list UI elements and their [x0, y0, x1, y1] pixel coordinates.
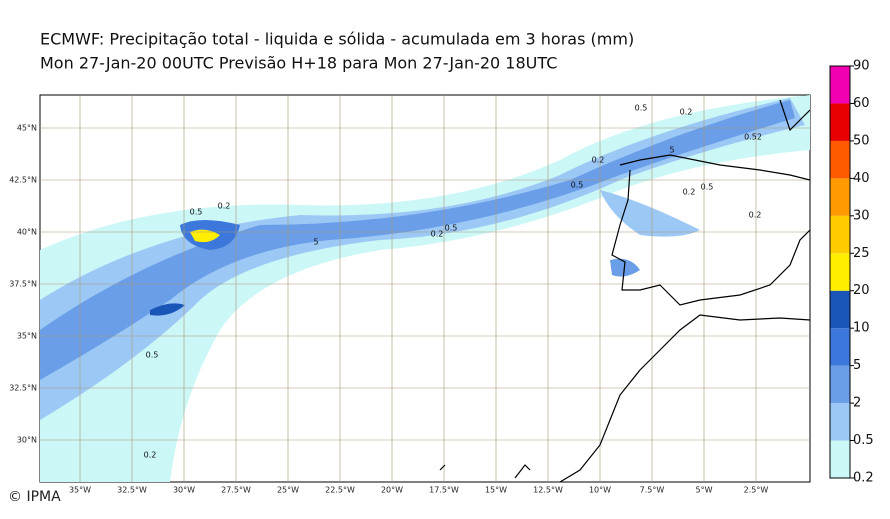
contour-label: 0.52 [744, 133, 762, 142]
lon-label: 7.5°W [640, 486, 665, 495]
colorbar-frame [829, 65, 851, 479]
colorbar-segment [830, 140, 850, 179]
contour-label: 5 [669, 146, 674, 155]
colorbar-label: 0.5 [853, 433, 874, 448]
contour-label: 0.5 [146, 351, 159, 360]
colorbar-segment [830, 403, 850, 441]
precip-field [40, 95, 810, 482]
lat-label: 42.5°N [9, 176, 37, 185]
contour-label: 0.5 [635, 104, 648, 113]
colorbar-segment [830, 215, 850, 254]
lon-label: 27.5°W [221, 486, 251, 495]
colorbar-label: 50 [853, 133, 870, 148]
contour-label: 0.2 [431, 230, 444, 239]
colorbar-segment [830, 103, 850, 141]
lon-label: 5°W [696, 486, 713, 495]
colorbar-label: 30 [853, 208, 870, 223]
lon-label: 30°W [173, 486, 195, 495]
colorbar-label: 90 [853, 59, 870, 74]
colorbar-label: 2 [853, 396, 861, 411]
lat-label: 32.5°N [9, 384, 37, 393]
lon-label: 35°W [69, 486, 91, 495]
lon-label: 25°W [277, 486, 299, 495]
colorbar-label: 0.2 [853, 471, 874, 486]
colorbar-label: 25 [853, 246, 870, 261]
contour-label: 0.2 [683, 188, 696, 197]
colorbar-segment [830, 253, 850, 291]
lon-label: 20°W [381, 486, 403, 495]
contour-label: 0.5 [571, 181, 584, 190]
colorbar-segment [830, 290, 850, 329]
contour-label: 0.5 [701, 183, 714, 192]
colorbar-label: 20 [853, 283, 870, 298]
colorbar-segment [830, 365, 850, 404]
lat-label: 37.5°N [9, 280, 37, 289]
contour-label: 0.2 [749, 211, 762, 220]
colorbar-label: 5 [853, 358, 861, 373]
lon-label: 32.5°W [117, 486, 147, 495]
credit: © IPMA [8, 489, 61, 505]
lon-label: 15°W [485, 486, 507, 495]
subtitle: Mon 27-Jan-20 00UTC Previsão H+18 para M… [40, 54, 557, 73]
lon-label: 22.5°W [325, 486, 355, 495]
contour-label: 0.5 [445, 224, 458, 233]
colorbar-segment [830, 328, 850, 366]
colorbar-segment [830, 440, 850, 478]
lat-label: 30°N [17, 436, 37, 445]
contour-label: 0.5 [190, 208, 203, 217]
lat-label: 40°N [17, 228, 37, 237]
lon-label: 2.5°W [744, 486, 769, 495]
colorbar-label: 60 [853, 96, 870, 111]
colorbar-segment [830, 66, 850, 104]
lon-label: 10°W [589, 486, 611, 495]
lat-label: 35°N [17, 332, 37, 341]
colorbar-label: 40 [853, 171, 870, 186]
title: ECMWF: Precipitação total - liquida e só… [40, 30, 634, 49]
coastline [439, 99, 810, 482]
lon-label: 17.5°W [429, 486, 459, 495]
lat-label: 45°N [17, 124, 37, 133]
colorbar-label: 10 [853, 321, 870, 336]
contour-label: 0.2 [680, 108, 693, 117]
colorbar-segment [830, 178, 850, 216]
lon-label: 12.5°W [533, 486, 563, 495]
contour-label: 0.2 [592, 156, 605, 165]
contour-label: 0.2 [144, 451, 157, 460]
contour-label: 0.2 [218, 202, 231, 211]
contour-label: 5 [313, 238, 318, 247]
